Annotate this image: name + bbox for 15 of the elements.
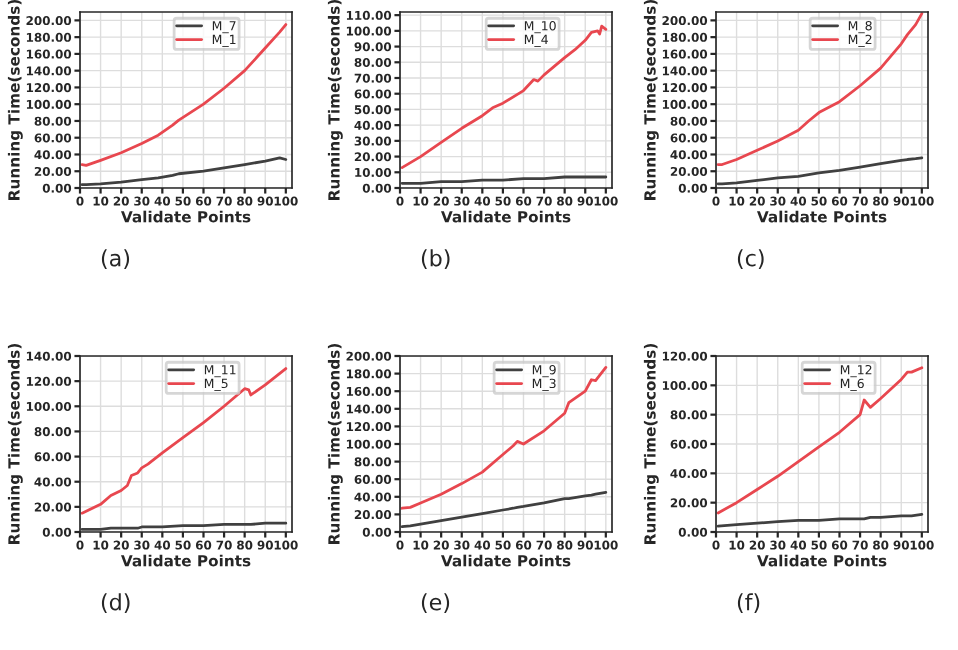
text: (b) (421, 249, 450, 270)
line-series (400, 366, 608, 510)
line-series (80, 156, 288, 187)
line-series (80, 23, 288, 167)
line-series (80, 367, 288, 515)
text: (e) (421, 593, 450, 614)
text: (c) (737, 249, 764, 270)
line-series (400, 491, 608, 529)
line-series (716, 366, 924, 515)
text: (f) (737, 593, 760, 614)
text: (a) (101, 249, 130, 270)
line-series (716, 156, 924, 186)
line-series (716, 12, 924, 166)
line-series (400, 24, 608, 169)
text: (d) (101, 593, 130, 614)
